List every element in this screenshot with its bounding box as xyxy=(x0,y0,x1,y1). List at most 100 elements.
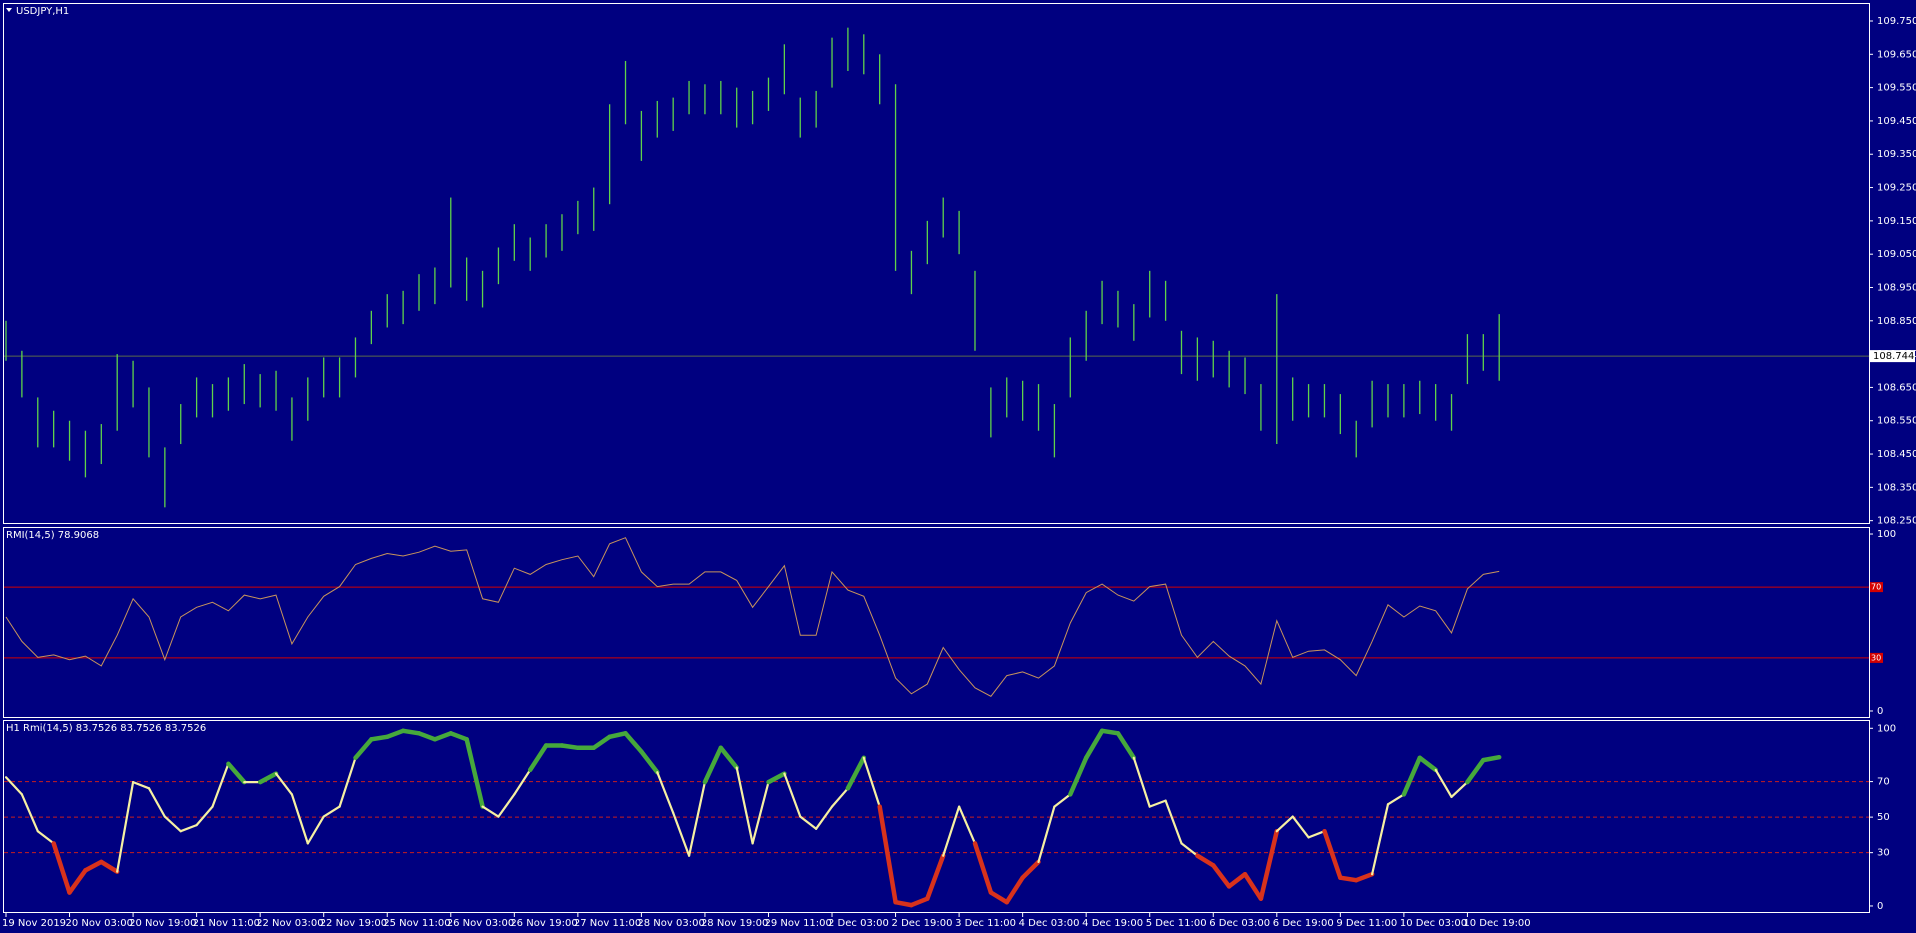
x-tick-label: 4 Dec 19:00 xyxy=(1082,918,1143,929)
y-tick-label: 70 xyxy=(1877,777,1890,788)
rmi-segment xyxy=(718,745,739,770)
rmi-segment xyxy=(211,762,230,808)
rmi-segment xyxy=(972,841,994,895)
y-tick-label: 0 xyxy=(1877,706,1883,717)
rmi-segment xyxy=(195,805,214,827)
rmi-segment xyxy=(416,731,438,742)
x-tick-label: 2 Dec 19:00 xyxy=(892,918,953,929)
rmi-segment xyxy=(1307,830,1326,839)
x-tick-label: 3 Dec 11:00 xyxy=(955,918,1016,929)
rmi-segment xyxy=(20,793,39,833)
y-tick-label: 109.650 xyxy=(1877,49,1916,60)
rmi-segment xyxy=(688,781,706,857)
rmi-segment xyxy=(99,859,120,874)
rmi-segment xyxy=(1291,815,1310,839)
x-tick-label: 2 Dec 03:00 xyxy=(828,918,889,929)
rmi-segment xyxy=(607,731,628,740)
rmi-segment xyxy=(1275,815,1294,833)
y-tick-label: 100 xyxy=(1877,723,1896,734)
price-panel-frame xyxy=(3,3,1870,524)
rmi-segment xyxy=(862,756,881,808)
y-tick-label: 108.850 xyxy=(1877,316,1916,327)
rmi-line xyxy=(5,537,1500,697)
rmi-segment xyxy=(226,761,247,785)
rmi-segment xyxy=(384,728,406,740)
level-label-box xyxy=(1870,582,1883,593)
rmi-segment xyxy=(1180,842,1199,857)
rmi-segment xyxy=(83,859,104,873)
rmi-segment xyxy=(147,787,166,818)
rmi-segment xyxy=(1068,755,1089,797)
rmi-segment xyxy=(338,756,357,808)
rmi-segment xyxy=(1242,871,1264,901)
x-tick-label: 6 Dec 19:00 xyxy=(1273,918,1334,929)
rmi-segment xyxy=(1417,755,1438,773)
collapse-triangle[interactable] xyxy=(6,8,12,12)
x-tick-label: 22 Nov 03:00 xyxy=(256,918,323,929)
x-tick-label: 27 Nov 11:00 xyxy=(574,918,641,929)
rmi-segment xyxy=(766,771,787,785)
chart-layer: USDJPY,H1 108.250 108.350 108.450 108.550 108… xyxy=(2,6,1916,929)
x-tick-label: 10 Dec 19:00 xyxy=(1463,918,1530,929)
rmi-segment xyxy=(322,805,341,818)
rmi-segment xyxy=(1258,828,1280,901)
rmi-segment xyxy=(513,768,532,796)
rmi-segment xyxy=(909,896,930,908)
rmi-segment xyxy=(1353,871,1375,883)
last-price-label: 108.744 xyxy=(1873,351,1914,362)
rmi-segment xyxy=(36,830,55,845)
rmi-segment xyxy=(497,793,516,818)
rmi-segment xyxy=(274,772,293,796)
x-tick-label: 20 Nov 03:00 xyxy=(66,918,133,929)
y-tick-label: 109.350 xyxy=(1877,149,1916,160)
rmi-segment xyxy=(163,815,182,833)
x-tick-label: 22 Nov 19:00 xyxy=(320,918,387,929)
x-tick-label: 5 Dec 11:00 xyxy=(1146,918,1207,929)
y-tick-label: 0 xyxy=(1877,901,1883,912)
x-tick-label: 26 Nov 03:00 xyxy=(447,918,514,929)
x-tick-label: 10 Dec 03:00 xyxy=(1400,918,1467,929)
rmi-segment xyxy=(4,776,23,796)
y-tick-label: 108.650 xyxy=(1877,382,1916,393)
rmi-segment xyxy=(1338,875,1359,883)
rmi-segment xyxy=(1401,755,1423,797)
rmi-segment xyxy=(1450,781,1469,798)
rmi-segment xyxy=(1465,757,1486,785)
x-tick-label: 6 Dec 03:00 xyxy=(1209,918,1270,929)
rmi-segment xyxy=(735,766,754,845)
y-tick-label: 108.550 xyxy=(1877,416,1916,427)
rmi-segment xyxy=(942,805,961,857)
rmi-segment xyxy=(290,793,309,845)
panel-title: USDJPY,H1 xyxy=(16,6,69,17)
rmi-segment xyxy=(1037,805,1056,863)
rmi-segment xyxy=(830,787,849,808)
x-tick-label: 28 Nov 19:00 xyxy=(701,918,768,929)
rmi-segment xyxy=(623,731,644,754)
rmi-segment xyxy=(1020,859,1041,880)
rmi-segment xyxy=(1226,871,1248,889)
rmi-segment xyxy=(1083,728,1105,761)
level-label: 30 xyxy=(1871,653,1881,662)
rmi-segment xyxy=(672,811,691,857)
rmi-segment xyxy=(1434,768,1453,798)
rmi-segment xyxy=(702,745,724,785)
x-tick-label: 25 Nov 11:00 xyxy=(383,918,450,929)
panel-title: H1 Rmi(14,5) 83.7526 83.7526 83.7526 xyxy=(6,723,206,734)
rmi-segment xyxy=(1115,731,1137,761)
rmi-segment xyxy=(815,805,834,830)
y-tick-label: 109.450 xyxy=(1877,116,1916,127)
rmi-segment xyxy=(400,728,422,736)
rmi-segment xyxy=(179,824,198,833)
y-tick-label: 109.050 xyxy=(1877,249,1916,260)
panel-title: RMI(14,5) 78.9068 xyxy=(6,530,99,541)
rmi-segment xyxy=(1386,793,1405,806)
y-tick-label: 100 xyxy=(1877,529,1896,540)
rmi-segment xyxy=(369,734,390,742)
rmi-segment xyxy=(306,815,325,845)
x-tick-label: 21 Nov 11:00 xyxy=(193,918,260,929)
rmi-segment xyxy=(1004,875,1025,905)
y-tick-label: 50 xyxy=(1877,812,1890,823)
rmi-segment xyxy=(591,734,612,751)
